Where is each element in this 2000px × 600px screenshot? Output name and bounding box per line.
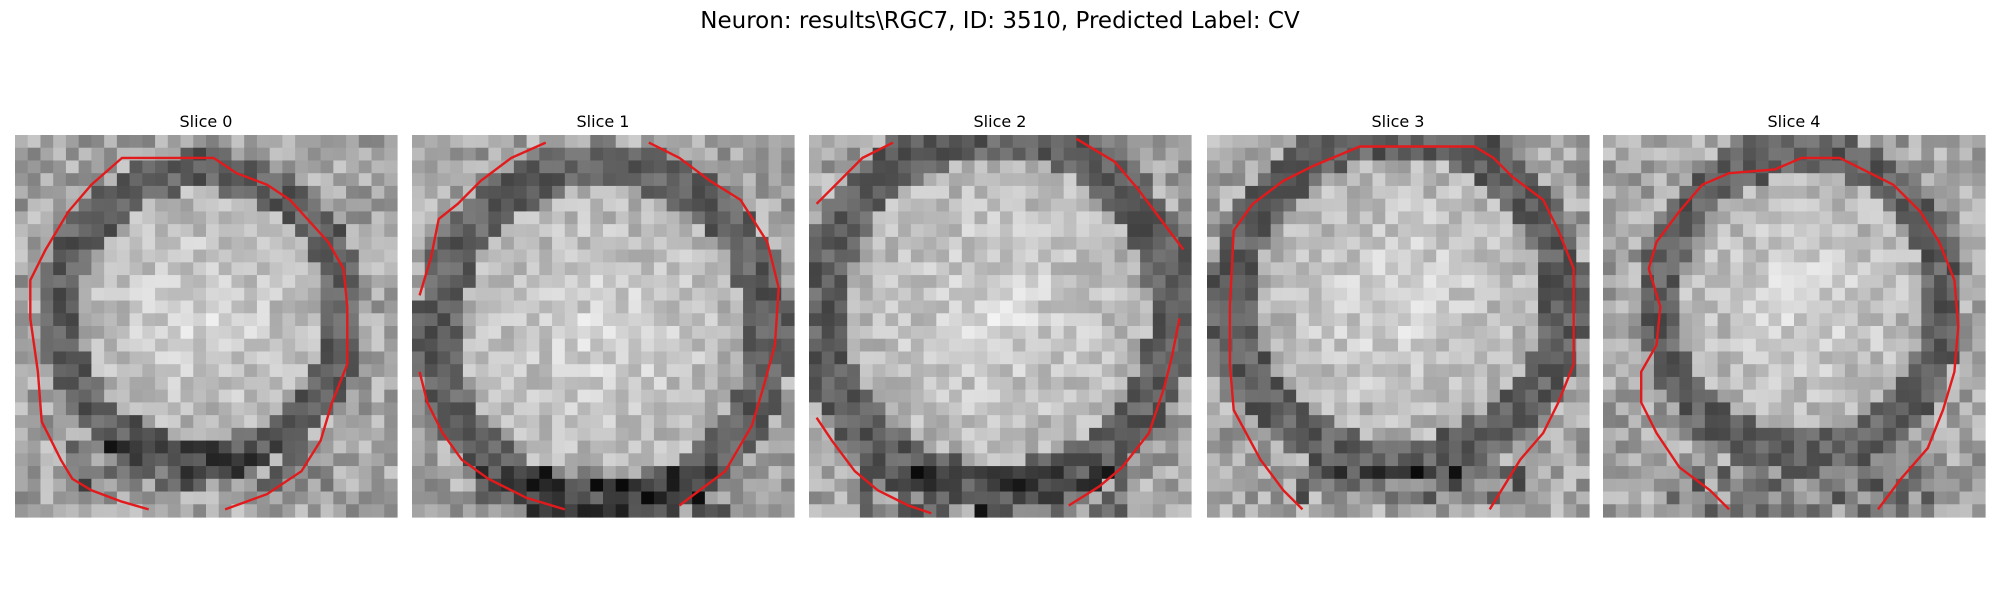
- slice-image-1: [412, 135, 795, 518]
- slice-image-2: [809, 135, 1192, 518]
- cell-contour-4: [1640, 156, 1960, 511]
- cell-contour-0: [29, 156, 349, 511]
- cell-contour-2: [815, 417, 932, 515]
- slice-title-1: Slice 1: [577, 112, 630, 131]
- slice-title-2: Slice 2: [974, 112, 1027, 131]
- slice-panel-1: Slice 1: [412, 112, 795, 518]
- cell-contour-2: [1068, 318, 1181, 507]
- slice-panel-0: Slice 0: [15, 112, 398, 518]
- slice-image-4: [1603, 135, 1986, 518]
- cell-contour-2: [815, 141, 894, 205]
- cell-contour-3: [1228, 145, 1575, 511]
- cell-contour-1: [648, 141, 780, 507]
- slice-title-3: Slice 3: [1372, 112, 1425, 131]
- slice-panel-2: Slice 2: [809, 112, 1192, 518]
- slice-title-0: Slice 0: [180, 112, 233, 131]
- cell-contour-2: [1075, 137, 1185, 251]
- slice-panel-3: Slice 3: [1207, 112, 1590, 518]
- cell-contour-1: [418, 141, 547, 296]
- cell-contour-1: [418, 371, 566, 511]
- figure-title: Neuron: results\RGC7, ID: 3510, Predicte…: [700, 8, 1300, 34]
- slice-title-4: Slice 4: [1768, 112, 1821, 131]
- slice-image-0: [15, 135, 398, 518]
